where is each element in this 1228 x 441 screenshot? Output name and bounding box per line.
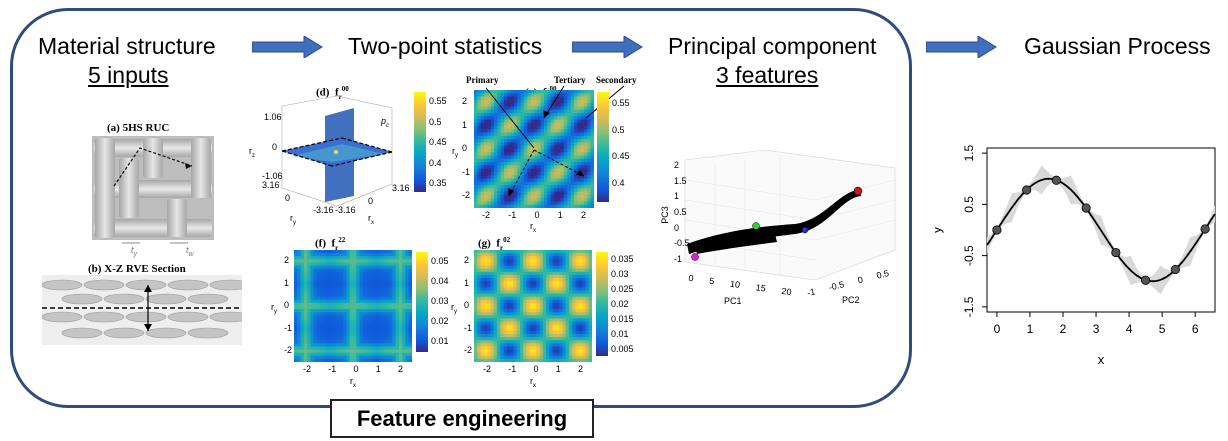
y-tick-label: -1.5 bbox=[962, 296, 976, 317]
panel-b-label: (b) X-Z RVE Section bbox=[88, 263, 186, 275]
panel-d-ztick-bot: -1.06 bbox=[262, 171, 283, 181]
panel-f-xlabel: rx bbox=[350, 376, 356, 389]
panel-c-heatmap bbox=[474, 90, 594, 208]
gp-plot-frame bbox=[986, 147, 1216, 313]
panel-d-ztick-mid: 0 bbox=[272, 142, 278, 152]
panel-c-yticks: 2 1 0 -1 -2 bbox=[462, 96, 471, 200]
x-tick-label: 0 bbox=[994, 322, 1001, 336]
panel-d-tick: 3.16 bbox=[392, 183, 410, 193]
panel-g-yticks: 2 1 0 -1 -2 bbox=[464, 255, 473, 355]
data-point bbox=[1081, 203, 1091, 213]
panel-d-colorbar bbox=[414, 92, 426, 192]
panel-d-tick: 3.16 bbox=[262, 180, 280, 190]
panel-g-ylabel: ry bbox=[451, 302, 457, 315]
ty-label: ty bbox=[131, 245, 138, 258]
panel-d-tick: -3.16 bbox=[335, 205, 356, 215]
data-point bbox=[1200, 224, 1210, 234]
data-point bbox=[992, 225, 1002, 235]
x-axis-label: x bbox=[1098, 352, 1105, 367]
panel-d-tick: 0 bbox=[368, 196, 374, 206]
data-point bbox=[1111, 247, 1121, 258]
panel-d-tick: -3.16 bbox=[313, 205, 334, 215]
panel-g-label: (g) fr02 bbox=[478, 236, 511, 252]
y-tick-label: 1.5 bbox=[962, 144, 976, 161]
panel-a-label: (a) 5HS RUC bbox=[107, 122, 170, 134]
gp-regression-chart: 0 1 2 3 4 5 6 -1.5 -0.5 0.5 1.5 x y bbox=[935, 144, 1216, 367]
woven-ruc-image bbox=[92, 136, 214, 240]
arrow-icon bbox=[926, 36, 997, 58]
pc2-axis-label: PC2 bbox=[842, 295, 860, 305]
panel-d-ylabel: ry bbox=[290, 213, 296, 226]
tertiary-label: Tertiary bbox=[554, 75, 586, 85]
panel-c-annotations bbox=[485, 85, 625, 197]
panel-g-xticks: -2 -1 0 1 2 bbox=[483, 364, 583, 374]
x-tick-label: 1 bbox=[1027, 322, 1034, 336]
panel-f-label: (f) fr22 bbox=[315, 236, 346, 252]
secondary-label: Secondary bbox=[596, 75, 637, 85]
y-tick-label: 0.5 bbox=[962, 196, 976, 213]
gaussian-process-title: Gaussian Process bbox=[1024, 33, 1211, 59]
pc3-axis-label: PC3 bbox=[659, 206, 670, 224]
panel-f-xticks: -2 -1 0 1 2 bbox=[303, 364, 403, 374]
rve-section-image bbox=[42, 275, 242, 345]
tw-label: tw bbox=[186, 245, 194, 258]
data-point bbox=[1022, 185, 1032, 195]
two-point-statistics-title: Two-point statistics bbox=[348, 33, 543, 59]
panel-g-xlabel: rx bbox=[530, 376, 536, 389]
primary-label: Primary bbox=[466, 75, 499, 85]
pca-3d-scatter bbox=[684, 150, 896, 281]
x-tick-label: 6 bbox=[1192, 322, 1199, 336]
principal-component-title: Principal component bbox=[668, 33, 877, 59]
arrow-icon bbox=[572, 36, 643, 58]
material-structure-title: Material structure bbox=[38, 33, 216, 59]
panel-f-colorbar-ticks: 0.05 0.04 0.03 0.02 0.01 bbox=[431, 256, 449, 346]
principal-features-subtitle: 3 features bbox=[716, 62, 819, 88]
panel-d-zlabel: rz bbox=[249, 146, 255, 159]
data-point bbox=[1170, 264, 1180, 275]
feature-engineering-label: Feature engineering bbox=[330, 399, 594, 438]
pc3-ticks: 2 1.5 1 0.5 0 -0.5 -1 bbox=[674, 160, 690, 264]
y-axis-label: y bbox=[935, 226, 944, 233]
pc1-axis-label: PC1 bbox=[724, 296, 742, 306]
panel-d-colorbar-ticks: 0.55 0.5 0.45 0.4 0.35 bbox=[429, 96, 447, 188]
x-tick-label: 4 bbox=[1126, 322, 1133, 336]
panel-c-xlabel: rx bbox=[530, 221, 536, 234]
panel-g-heatmap bbox=[474, 250, 592, 362]
panel-g-colorbar bbox=[596, 252, 608, 356]
panel-f-ylabel: ry bbox=[271, 302, 277, 315]
panel-f-heatmap bbox=[294, 250, 412, 362]
panel-c-xticks: -2 -1 0 1 2 bbox=[482, 210, 586, 220]
material-inputs-subtitle: 5 inputs bbox=[88, 62, 169, 88]
data-point bbox=[1141, 275, 1151, 285]
data-point bbox=[1051, 175, 1061, 185]
arrow-icon bbox=[252, 36, 323, 58]
panel-d-pc-label: pc bbox=[381, 116, 390, 129]
panel-c-colorbar bbox=[597, 92, 609, 202]
x-tick-label: 5 bbox=[1159, 322, 1166, 336]
panel-f-yticks: 2 1 0 -1 -2 bbox=[284, 255, 293, 355]
panel-d-3d-plot bbox=[281, 96, 393, 207]
panel-d-tick: 0 bbox=[285, 193, 291, 203]
ty-dimension-icon bbox=[122, 242, 188, 244]
y-tick-label: -0.5 bbox=[962, 245, 976, 266]
panel-c-ylabel: ry bbox=[452, 146, 458, 159]
panel-d-ztick-top: 1.06 bbox=[264, 112, 282, 122]
panel-f-colorbar bbox=[416, 252, 428, 352]
x-tick-label: 2 bbox=[1060, 322, 1067, 336]
panel-c-colorbar-ticks: 0.55 0.5 0.45 0.4 bbox=[612, 98, 630, 188]
panel-d-xlabel: rx bbox=[368, 213, 374, 226]
panel-g-colorbar-ticks: 0.035 0.03 0.025 0.02 0.015 0.01 0.005 bbox=[611, 254, 634, 354]
x-tick-label: 3 bbox=[1093, 322, 1100, 336]
